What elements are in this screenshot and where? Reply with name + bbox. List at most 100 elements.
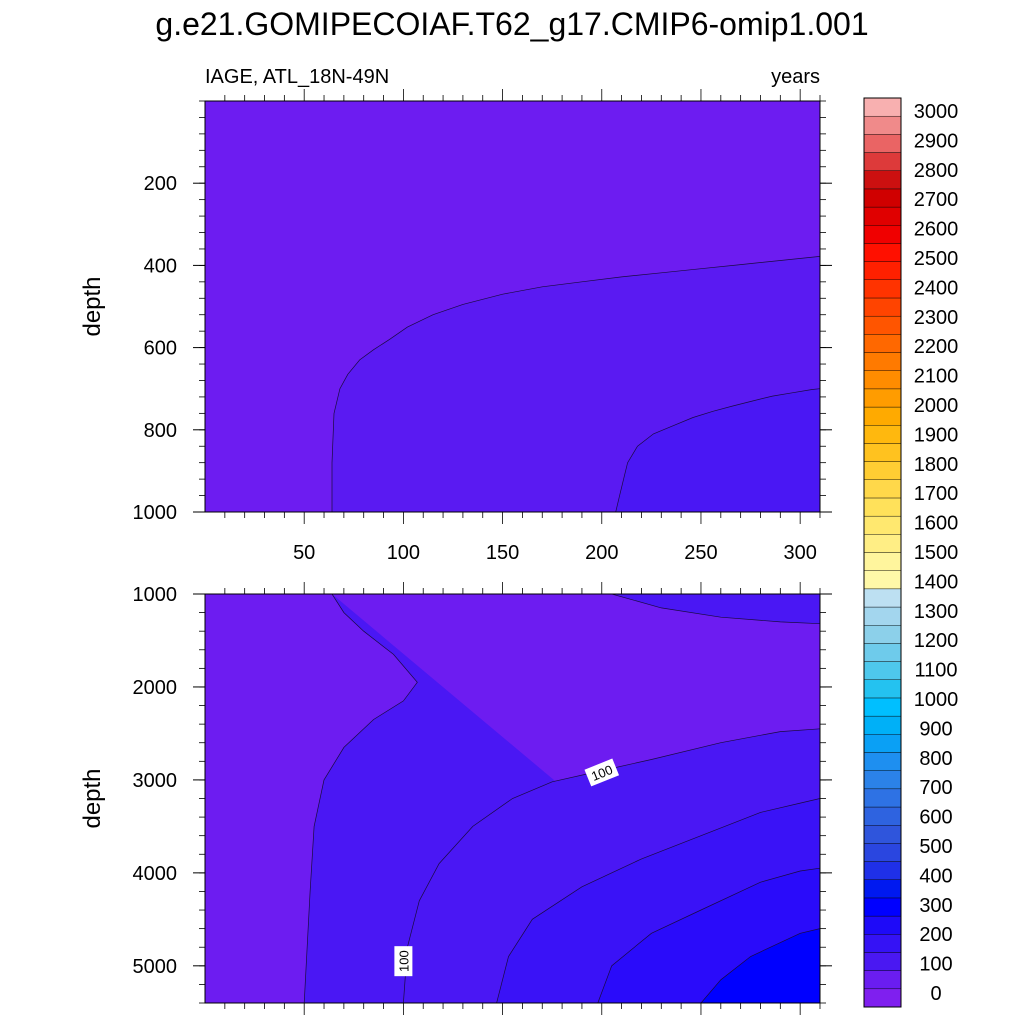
colorbar-swatch (863, 988, 902, 1008)
y-tick-label: 400 (144, 255, 177, 277)
colorbar-swatch (863, 479, 902, 499)
colorbar-swatch (863, 770, 902, 790)
x-tick-label: 300 (783, 542, 816, 564)
colorbar-swatch (863, 788, 902, 808)
colorbar-label: 600 (919, 807, 952, 829)
x-tick-label: 50 (293, 542, 315, 564)
colorbar-swatch (863, 279, 902, 299)
colorbar-swatch (863, 952, 902, 971)
colorbar-label: 1100 (914, 660, 957, 682)
y-tick-label: 2000 (133, 677, 178, 699)
colorbar-label: 2400 (914, 277, 959, 299)
colorbar-label: 1200 (914, 630, 959, 652)
colorbar-swatch (863, 970, 902, 990)
colorbar-swatch (863, 497, 902, 517)
colorbar-label: 1900 (914, 424, 959, 446)
colorbar-swatch (863, 461, 902, 480)
colorbar-label: 2100 (914, 366, 959, 388)
region-level-50-5 (611, 594, 820, 624)
colorbar-label: 1600 (914, 513, 959, 535)
contour-label-text: 100 (396, 950, 411, 972)
colorbar-swatch (863, 115, 902, 135)
y-tick-label: 600 (144, 338, 177, 360)
colorbar-swatch (863, 388, 902, 408)
colorbar-swatch (863, 679, 902, 699)
colorbar-swatch (863, 715, 902, 735)
colorbar-swatch (863, 552, 902, 571)
colorbar-label: 1700 (914, 483, 959, 505)
plot-frame (204, 100, 821, 513)
colorbar-label: 400 (919, 865, 952, 887)
contour-line-50-0 (303, 594, 418, 1003)
colorbar-label: 1500 (914, 542, 959, 564)
colorbar-swatch (863, 915, 902, 935)
colorbar-swatch (863, 297, 902, 317)
x-tick-label: 200 (585, 542, 618, 564)
colorbar-swatch (863, 570, 902, 590)
y-tick-label: 5000 (133, 956, 178, 978)
colorbar-swatch (863, 897, 902, 917)
y-axis-label: depth (79, 276, 106, 336)
colorbar-swatch (863, 661, 902, 680)
colorbar-swatch (863, 243, 902, 262)
colorbar-label: 2900 (914, 130, 959, 152)
x-tick-label: 250 (684, 542, 717, 564)
colorbar-label: 800 (919, 748, 952, 770)
upper-panel: 200 400 600 800 1000 50 100 150 200 250 300 depth IA… (79, 66, 832, 564)
colorbar-swatch (863, 734, 902, 753)
units-label: years (771, 66, 820, 88)
colorbar-swatch (863, 97, 902, 117)
colorbar-label: 2000 (914, 395, 959, 417)
contour-label: 100 (394, 946, 413, 977)
colorbar-label: 900 (919, 718, 952, 740)
colorbar-swatch (863, 206, 902, 226)
colorbar-swatch (863, 752, 902, 771)
colorbar-swatch (863, 934, 902, 953)
region-level-100-1 (615, 388, 820, 512)
x-tick-label: 100 (387, 542, 420, 564)
colorbar-label: 0 (930, 983, 941, 1005)
colorbar-swatch (863, 515, 902, 535)
region-level-250-4 (701, 928, 820, 1003)
colorbar-label: 2500 (914, 248, 959, 270)
colorbar-label: 1400 (914, 571, 959, 593)
lower-panel: 1000 2000 3000 4000 5000 depth 100 100 (79, 582, 832, 1015)
colorbar-label: 2600 (914, 219, 959, 241)
colorbar-swatch (863, 170, 902, 190)
colorbar-swatch (863, 625, 902, 644)
colorbar-swatch (863, 152, 902, 171)
contour-line-100-1 (615, 388, 820, 512)
colorbar-swatch (863, 588, 902, 608)
colorbar-swatch (863, 806, 902, 826)
contour-line-50-5 (611, 594, 820, 625)
colorbar-swatch (863, 134, 902, 153)
colorbar-frame (863, 97, 902, 1008)
contour-line-250-4 (700, 928, 820, 1003)
colorbar-swatch (863, 606, 902, 626)
colorbar-swatch (863, 425, 902, 444)
y-tick-label: 3000 (133, 770, 178, 792)
colorbar-swatch (863, 261, 902, 280)
colorbar-label: 3000 (914, 101, 959, 123)
colorbar-swatch (863, 334, 902, 353)
y-tick-label: 1000 (133, 584, 178, 606)
colorbar-label: 700 (919, 777, 952, 799)
contour-line-50-0 (331, 256, 820, 512)
colorbar-swatch (863, 315, 902, 335)
figure-title: g.e21.GOMIPECOIAF.T62_g17.CMIP6-omip1.00… (155, 6, 869, 42)
colorbar-swatch (863, 843, 902, 862)
variable-label: IAGE, ATL_18N-49N (205, 66, 389, 88)
colorbar-swatch (863, 406, 902, 426)
contour-line-200-3 (597, 867, 820, 1003)
colorbar-swatch (863, 534, 902, 553)
colorbar-swatch (863, 861, 902, 880)
colorbar-swatch (863, 825, 902, 844)
colorbar-swatch (863, 352, 902, 371)
colorbar-label: 2200 (914, 336, 959, 358)
colorbar-swatch (863, 879, 902, 899)
colorbar-label: 1000 (914, 689, 959, 711)
contour-label: 100 (584, 758, 620, 787)
colorbar-swatch (863, 643, 902, 662)
colorbar-label: 2800 (914, 160, 959, 182)
